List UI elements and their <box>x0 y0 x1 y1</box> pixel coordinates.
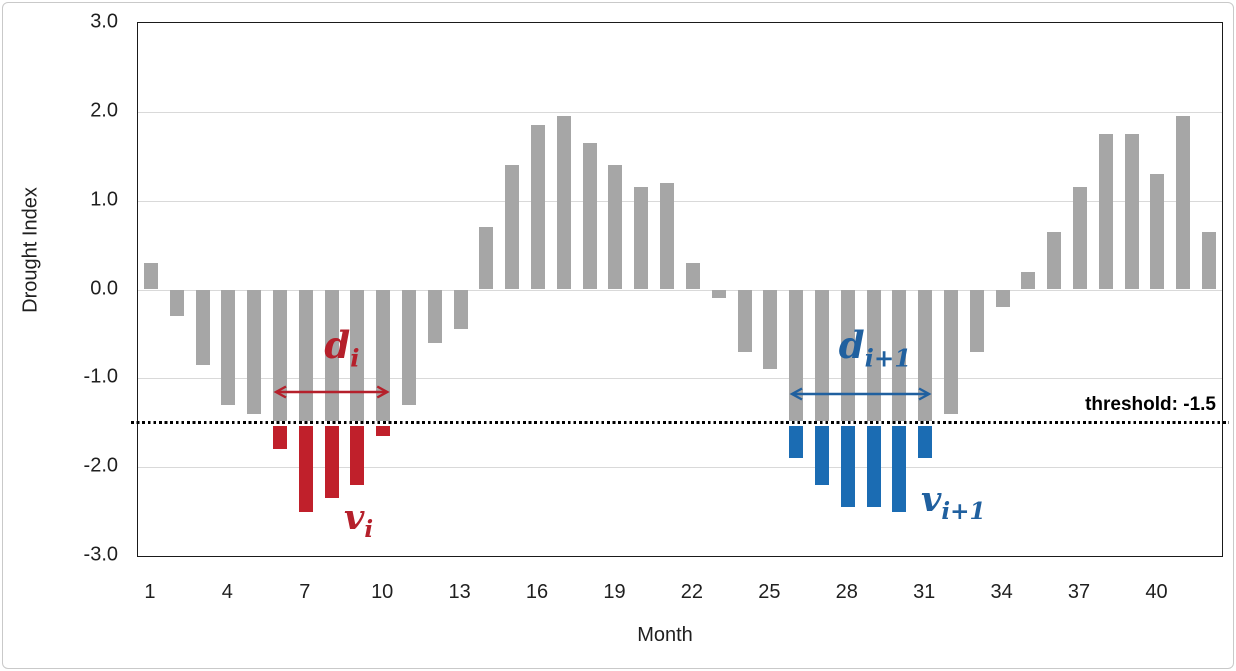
gridline <box>138 111 1222 113</box>
y-tick-label: -3.0 <box>83 543 118 566</box>
duration-label: di+1 <box>838 323 912 373</box>
duration-arrow-icon <box>789 385 932 403</box>
bar-below-threshold-segment <box>840 425 855 508</box>
y-tick-label: 1.0 <box>90 188 118 211</box>
bar-below-threshold-segment <box>376 425 391 437</box>
gridline <box>138 289 1222 291</box>
bar <box>324 289 339 422</box>
threshold-line <box>131 421 1229 425</box>
bar <box>350 289 365 422</box>
bar <box>608 165 623 290</box>
bar <box>969 289 984 352</box>
x-tick-label: 7 <box>299 581 311 603</box>
bar-below-threshold-segment <box>789 425 804 459</box>
x-tick-label: 25 <box>758 581 781 603</box>
bar <box>221 289 236 405</box>
y-tick-label: 2.0 <box>90 99 118 122</box>
plot-area: threshold: -1.5 di vi di+1 vi+1 <box>131 22 1229 557</box>
bar <box>1073 187 1088 290</box>
y-tick-label: 0.0 <box>90 277 118 299</box>
gridline <box>138 378 1222 380</box>
bar <box>763 289 778 370</box>
bar <box>195 289 210 365</box>
bar-below-threshold-segment <box>918 425 933 459</box>
severity-label: vi+1 <box>921 479 986 525</box>
threshold-label: threshold: -1.5 <box>1085 393 1216 415</box>
bar <box>582 142 597 290</box>
bar <box>169 289 184 317</box>
x-tick-label: 28 <box>835 581 858 603</box>
bar <box>247 289 262 414</box>
x-tick-label: 1 <box>144 581 156 603</box>
bar <box>1202 231 1217 290</box>
bar <box>789 289 804 422</box>
bar <box>866 289 881 422</box>
bar <box>376 289 391 422</box>
bar <box>531 125 546 290</box>
gridline <box>138 200 1222 202</box>
bar <box>272 289 287 422</box>
x-tick-label: 31 <box>913 581 936 603</box>
bar <box>427 289 442 343</box>
bar <box>556 116 571 290</box>
bar <box>685 262 700 290</box>
bar <box>402 289 416 405</box>
y-tick-label: -2.0 <box>83 454 118 477</box>
bar <box>737 289 752 352</box>
bar <box>1098 134 1113 290</box>
bar <box>1021 271 1036 290</box>
x-tick-label: 40 <box>1145 581 1168 603</box>
x-tick-label: 13 <box>448 581 471 603</box>
bar <box>944 289 958 414</box>
gridline <box>138 467 1222 469</box>
bar <box>814 289 829 422</box>
x-tick-label: 16 <box>525 581 549 603</box>
bar <box>505 165 520 290</box>
bar <box>298 289 313 422</box>
severity-label: vi <box>344 497 374 543</box>
duration-label: di <box>324 323 360 373</box>
duration-arrow-icon <box>273 383 390 401</box>
bar <box>1124 134 1139 290</box>
y-tick-label: 3.0 <box>90 10 118 33</box>
bar <box>1176 116 1191 290</box>
bar <box>453 289 468 330</box>
bar-below-threshold-segment <box>324 425 339 499</box>
x-tick-label: 22 <box>680 581 704 603</box>
x-tick-label: 34 <box>990 581 1013 603</box>
x-tick-label: 10 <box>371 581 394 603</box>
x-axis-title: Month <box>637 624 693 646</box>
bar <box>1047 231 1062 290</box>
x-tick-label: 19 <box>603 581 626 603</box>
bar-below-threshold-segment <box>892 425 907 512</box>
bar <box>660 182 675 290</box>
bar <box>479 227 494 290</box>
bar <box>840 289 855 422</box>
bar-below-threshold-segment <box>272 425 287 450</box>
bar-below-threshold-segment <box>866 425 881 508</box>
x-tick-label: 37 <box>1067 581 1091 603</box>
bar <box>143 262 158 290</box>
bar <box>892 289 907 422</box>
bar-below-threshold-segment <box>350 425 365 485</box>
bar <box>634 187 649 290</box>
x-tick-label: 4 <box>221 581 233 603</box>
bar <box>918 289 933 422</box>
bar-below-threshold-segment <box>298 425 313 512</box>
bar <box>995 289 1010 308</box>
y-tick-label: -1.0 <box>83 365 118 388</box>
bar <box>711 289 726 299</box>
bar-below-threshold-segment <box>814 425 829 485</box>
bar <box>1150 174 1165 290</box>
